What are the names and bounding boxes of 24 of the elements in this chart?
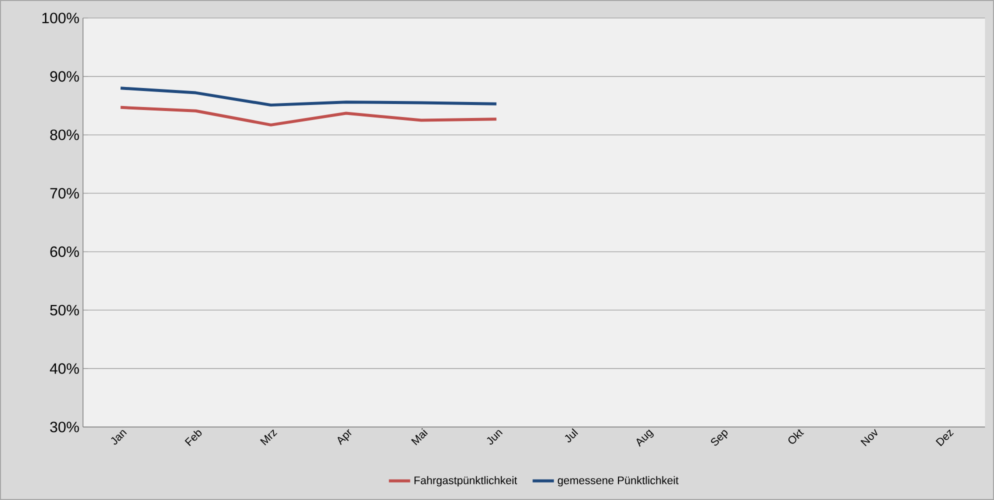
y-tick-label: 80% <box>50 130 79 140</box>
line-series <box>119 86 498 107</box>
x-tick-label: Sep <box>711 430 728 446</box>
x-tick-label: Mai <box>411 428 428 446</box>
x-tick-label: Nov <box>860 429 878 446</box>
y-tick-label: 90% <box>50 71 79 82</box>
x-tick-label: Apr <box>338 429 352 446</box>
x-tick-label: Feb <box>184 430 202 446</box>
x-tick-label: Dez <box>936 429 954 446</box>
legend-label: Fahrgastpünktlichkeit <box>414 476 518 486</box>
x-tick-label: Mrz <box>260 429 278 446</box>
y-tick-label: 100% <box>42 12 79 24</box>
y-tick-label: 30% <box>50 422 79 432</box>
y-tick-label: 40% <box>50 363 79 374</box>
x-tick-label: Jul <box>564 428 578 442</box>
x-tick-label: Okt <box>788 429 804 444</box>
line-series <box>119 106 498 126</box>
x-tick-label: Jan <box>111 430 127 445</box>
x-tick-label: Aug <box>636 429 654 447</box>
y-tick-label: 60% <box>50 246 79 257</box>
y-tick-label: 70% <box>50 188 79 199</box>
y-tick-label: 50% <box>50 304 79 316</box>
x-tick-label: Jun <box>486 430 503 445</box>
legend-label: gemessene Pünktlichkeit <box>558 476 679 486</box>
